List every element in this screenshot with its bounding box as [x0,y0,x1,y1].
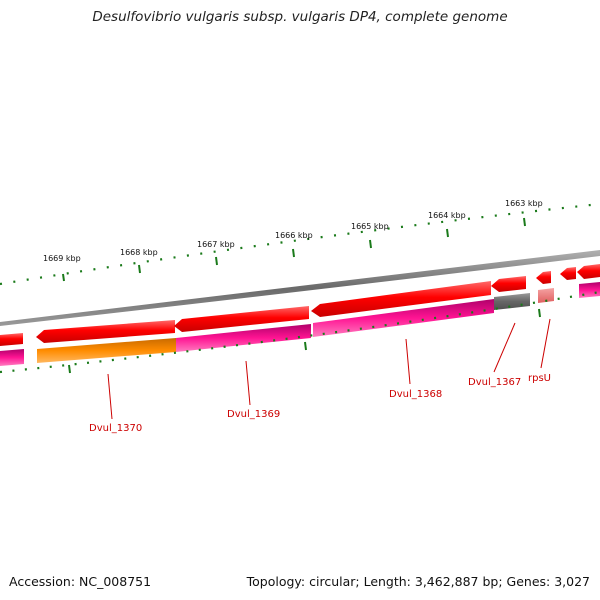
scale-tick [138,264,141,274]
gene-arrow-dvul-1370 [36,320,175,343]
leader-line-dvul-1368 [405,338,411,385]
forward-strand-features [0,264,600,346]
scale-tick [62,273,65,282]
scale-label-1666: 1666 kbp [275,231,313,240]
scale-tick [215,256,218,266]
gene-arrow [0,333,23,346]
cds-block-dvul-1368 [313,299,494,337]
leader-line-rpsu [540,318,551,369]
gene-arrow-rpsu [536,271,551,284]
cds-block [579,282,600,298]
scale-label-1667: 1667 kbp [197,240,235,249]
scale-label-1663: 1663 kbp [505,199,543,208]
leader-line-dvul-1370 [107,373,113,420]
gene-arrow [560,267,576,280]
cds-features [0,282,600,366]
gene-label-dvul-1370: Dvul_1370 [89,423,142,434]
scale-label-1665: 1665 kbp [351,222,389,231]
gene-arrow [577,264,600,279]
inner-tick [538,308,541,318]
scale-label-1669: 1669 kbp [43,254,81,263]
inner-tick-track [0,290,600,374]
gene-label-dvul-1367: Dvul_1367 [468,377,521,388]
leader-line-dvul-1367 [493,322,516,373]
map-title: Desulfovibrio vulgaris subsp. vulgaris D… [92,9,508,25]
accession-text: Accession: NC_008751 [9,574,152,589]
cds-block [0,349,24,366]
scale-tick [369,239,372,249]
scale-label-1668: 1668 kbp [120,248,158,257]
scale-tick [292,248,295,258]
gene-label-rpsu: rpsU [528,373,551,384]
scale-label-1664: 1664 kbp [428,211,466,220]
leader-line-dvul-1369 [245,360,251,406]
scale-track [0,202,600,286]
inner-tick [68,364,71,374]
gene-arrow-dvul-1368 [311,281,491,317]
backbone-track [0,250,600,326]
cds-block-dvul-1370 [37,338,176,363]
genome-summary-text: Topology: circular; Length: 3,462,887 bp… [246,574,590,589]
cds-block-dvul-1369 [176,324,311,352]
gene-arrow-dvul-1369 [174,306,309,332]
gene-label-dvul-1368: Dvul_1368 [389,389,442,400]
rna-block-rpsu [538,288,554,303]
scale-tick [523,217,526,227]
inner-tick [304,341,307,351]
gene-label-dvul-1369: Dvul_1369 [227,409,280,420]
scale-tick [446,228,449,238]
gene-arrow-dvul-1367 [491,276,526,292]
cds-block-dvul-1367 [494,293,530,310]
